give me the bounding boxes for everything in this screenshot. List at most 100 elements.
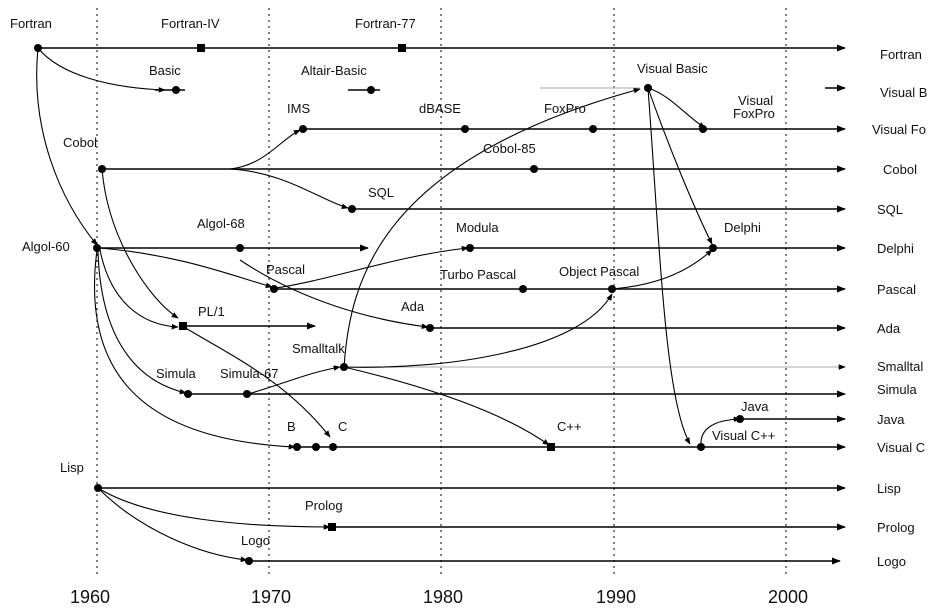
node-prolog-dot (328, 523, 336, 531)
label-cpp: C++ (557, 419, 582, 434)
label-algol-68: Algol-68 (197, 216, 245, 231)
node-simula-67-dot (243, 390, 251, 398)
lane-label-fortran: Fortran (880, 47, 922, 62)
arrow-visualbasic-visualfoxpro (647, 87, 706, 129)
node-pascal-dot (270, 285, 278, 293)
node-ada-dot (426, 324, 434, 332)
label-b: B (287, 419, 296, 434)
language-nodes (34, 44, 744, 565)
label-cobol: Cobol (63, 135, 97, 150)
label-pascal: Pascal (266, 262, 305, 277)
lane-label-ada: Ada (877, 321, 901, 336)
arrow-smalltalk-visualbasic (343, 87, 641, 368)
label-java: Java (741, 399, 769, 414)
node-b2-dot (312, 443, 320, 451)
lane-label-cobol: Cobol (883, 162, 917, 177)
label-delphi: Delphi (724, 220, 761, 235)
node-logo-dot (245, 557, 253, 565)
node-sql-dot (348, 205, 356, 213)
lane-label-java: Java (877, 412, 905, 427)
label-simula: Simula (156, 366, 197, 381)
label-visual-cpp: Visual C++ (712, 428, 775, 443)
arrow-algol60-pl1 (99, 249, 179, 330)
node-turbo-pascal-dot (519, 285, 527, 293)
arrow-lisp-prolog (97, 487, 331, 530)
node-object-pascal-dot (608, 285, 616, 293)
label-pl1: PL/1 (198, 304, 225, 319)
language-labels: Fortran Fortran-IV Fortran-77 Basic Alta… (10, 16, 775, 548)
node-simula-dot (184, 390, 192, 398)
label-c: C (338, 419, 347, 434)
label-object-pascal: Object Pascal (559, 264, 639, 279)
node-ims-dot (299, 125, 307, 133)
label-visual-foxpro-1: Visual (738, 93, 773, 108)
year-label-1990: 1990 (596, 587, 636, 607)
label-algol-60: Algol-60 (22, 239, 70, 254)
label-turbo-pascal: Turbo Pascal (440, 267, 516, 282)
node-visual-foxpro-dot (699, 125, 707, 133)
label-cobol-85: Cobol-85 (483, 141, 536, 156)
lane-label-visual-foxpro: Visual Fo (872, 122, 926, 137)
node-delphi-dot (709, 244, 717, 252)
label-smalltalk: Smalltalk (292, 341, 345, 356)
node-cpp-dot (547, 443, 555, 451)
label-prolog: Prolog (305, 498, 343, 513)
label-modula: Modula (456, 220, 499, 235)
lane-label-logo: Logo (877, 554, 906, 569)
timelines (38, 44, 846, 565)
node-fortran-dot (34, 44, 42, 52)
label-foxpro: FoxPro (544, 101, 586, 116)
arrow-algol60-pascal (99, 247, 273, 288)
arrow-cobol-sql (229, 168, 349, 209)
node-visual-cpp-dot (697, 443, 705, 451)
node-altair-basic-dot (367, 86, 375, 94)
node-lisp-dot (94, 484, 102, 492)
node-algol-68-dot (236, 244, 244, 252)
lane-label-sql: SQL (877, 202, 903, 217)
label-dbase: dBASE (419, 101, 461, 116)
arrow-smalltalk-objectpascal (343, 293, 613, 368)
arrow-simula67-smalltalk (247, 365, 341, 395)
influence-arrows (36, 47, 741, 563)
label-basic: Basic (149, 63, 181, 78)
node-c-dot (329, 443, 337, 451)
year-label-2000: 2000 (768, 587, 808, 607)
lane-label-prolog: Prolog (877, 520, 915, 535)
arrow-algol60-b (93, 249, 296, 450)
lane-label-delphi: Delphi (877, 241, 914, 256)
node-algol-60-dot (93, 244, 101, 252)
lane-label-lisp: Lisp (877, 481, 901, 496)
year-label-1960: 1960 (70, 587, 110, 607)
arrow-objectpascal-delphi (611, 249, 713, 290)
arrow-cobol-pl1 (101, 168, 179, 319)
node-modula-dot (466, 244, 474, 252)
node-java-dot (736, 415, 744, 423)
decade-guides (96, 8, 787, 575)
node-foxpro-dot (589, 125, 597, 133)
lane-label-visual-basic: Visual B (880, 85, 927, 100)
node-fortran-iv-dot (197, 44, 205, 52)
arrow-cobol-ims (229, 129, 301, 170)
lane-label-smalltalk: Smalltal (877, 359, 923, 374)
arrow-pl1-c (183, 326, 331, 438)
year-label-1980: 1980 (423, 587, 463, 607)
node-basic-dot (172, 86, 180, 94)
arrow-fortran-basic (37, 47, 166, 93)
year-label-1970: 1970 (251, 587, 291, 607)
arrow-algol60-simula (97, 249, 187, 395)
arrow-smalltalk-cpp (343, 366, 550, 446)
node-b-dot (293, 443, 301, 451)
arrow-fortran-algol60 (36, 47, 98, 246)
lane-label-pascal: Pascal (877, 282, 916, 297)
lane-label-simula: Simula (877, 382, 918, 397)
lane-labels: Fortran Visual B Visual Fo Cobol SQL Del… (872, 47, 927, 569)
lane-label-visual-cpp: Visual C (877, 440, 925, 455)
label-ims: IMS (287, 101, 310, 116)
node-cobol-85-dot (530, 165, 538, 173)
arrow-visualbasic-delphi (647, 87, 713, 245)
label-altair-basic: Altair-Basic (301, 63, 367, 78)
label-logo: Logo (241, 533, 270, 548)
label-fortran: Fortran (10, 16, 52, 31)
label-sql: SQL (368, 185, 394, 200)
